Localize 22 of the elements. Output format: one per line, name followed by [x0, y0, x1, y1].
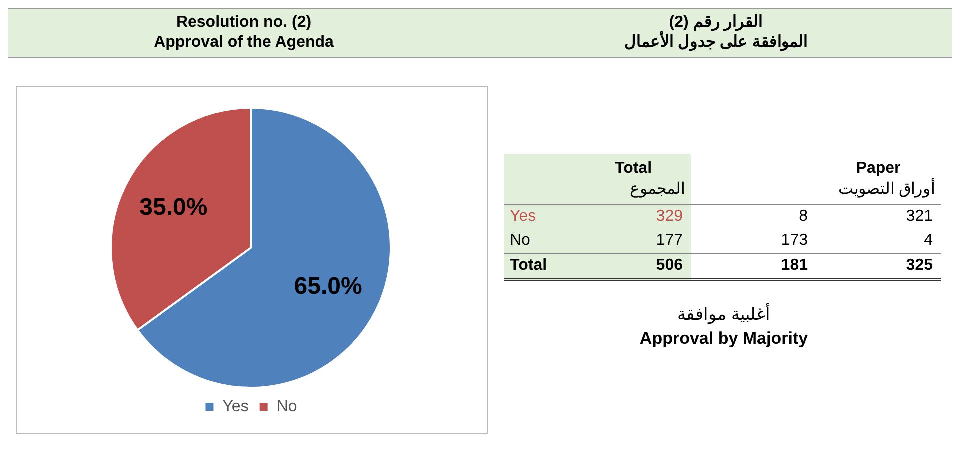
text: 506	[656, 257, 683, 274]
text: 321	[906, 208, 933, 225]
chart-title: Resolution no. (2)	[175, 13, 313, 33]
category-label: Yes	[510, 208, 536, 225]
text: أغلبية موافقة	[676, 303, 772, 326]
category-label: No	[510, 232, 530, 249]
text: القرار رقم (2)	[669, 13, 764, 32]
text: Approval by Majority	[638, 328, 810, 350]
data-label: 35.0%	[140, 194, 208, 222]
legend-label: Yes	[222, 398, 249, 416]
data-label: 65.0%	[294, 273, 362, 300]
text: 177	[656, 232, 683, 249]
text: 329	[656, 208, 683, 225]
text: الموافقة على جدول الأعمال	[623, 33, 809, 53]
text: 181	[781, 257, 808, 274]
category-label: Total	[510, 257, 548, 274]
text: 325	[906, 257, 933, 274]
chart-subtitle: Approval of the Agenda	[153, 33, 335, 53]
text: 4	[924, 232, 933, 249]
text: 8	[799, 208, 808, 225]
text: 173	[781, 232, 808, 249]
legend-label: No	[276, 398, 298, 416]
